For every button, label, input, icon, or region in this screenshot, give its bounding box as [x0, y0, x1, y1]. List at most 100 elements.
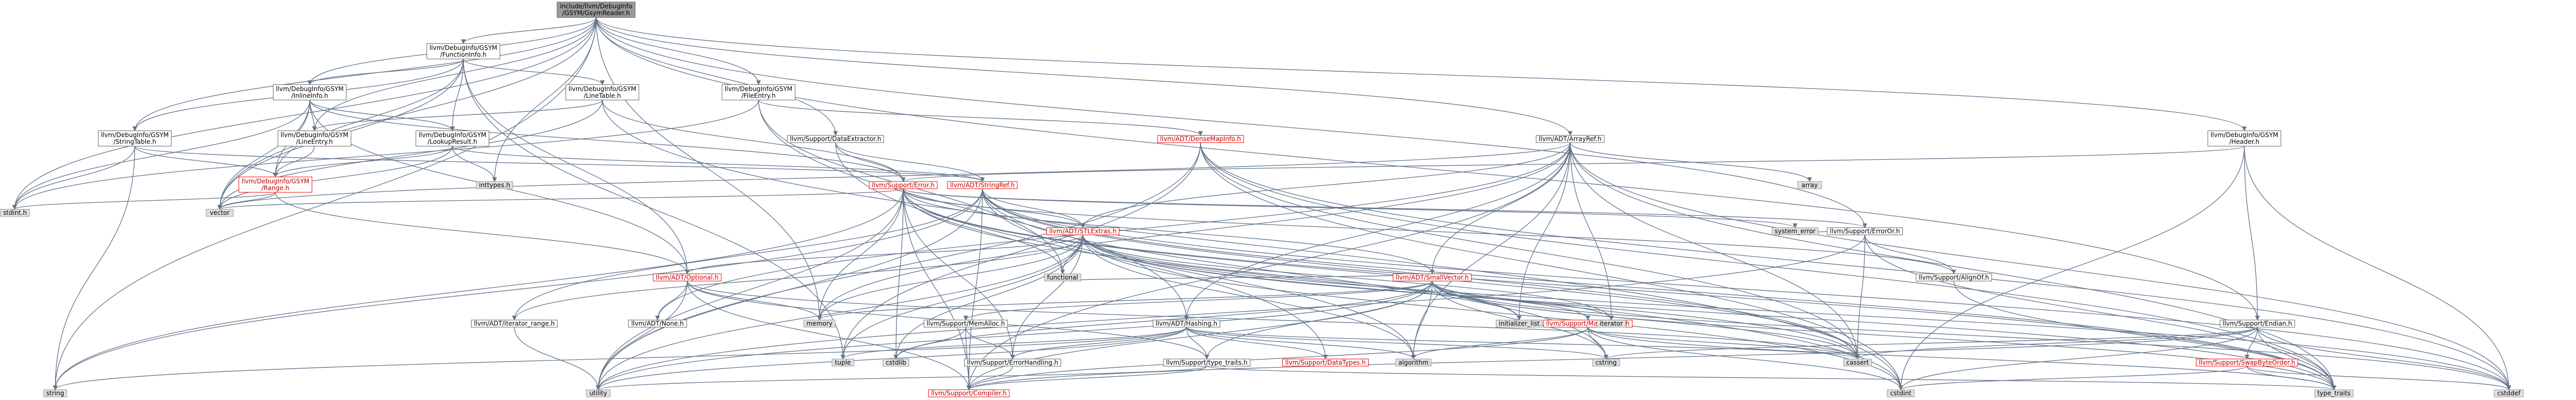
edge-smallvector-to-algorithm — [1411, 281, 1433, 360]
node-label: /LineTable.h — [584, 92, 621, 99]
node-datatypes[interactable]: llvm/Support/DataTypes.h — [1282, 358, 1369, 367]
node-label: memory — [806, 320, 832, 327]
node-label: llvm/Support/Endian.h — [2223, 320, 2292, 327]
node-densemapinfo[interactable]: llvm/ADT/DenseMapInfo.h — [1157, 135, 1244, 143]
node-box — [1496, 319, 1543, 328]
node-label: llvm/DebugInfo/GSYM — [2211, 132, 2278, 139]
edge-error-to-cassert — [903, 188, 1860, 360]
node-range[interactable]: llvm/DebugInfo/GSYM/Range.h — [238, 176, 312, 193]
node-label: llvm/Support/DataExtractor.h — [790, 135, 881, 143]
node-label: llvm/Support/ErrorOr.h — [1830, 228, 1900, 235]
node-box — [557, 2, 636, 18]
edge-stlextras-to-utility — [596, 235, 1083, 391]
edge-swapbyteorder-to-cstddef — [2246, 366, 2511, 391]
edge-arrayref-to-array — [1570, 142, 1812, 182]
node-box — [1915, 273, 1992, 281]
edge-root-to-vector — [217, 17, 597, 210]
node-hashing[interactable]: llvm/ADT/Hashing.h — [1153, 319, 1220, 328]
node-box — [0, 209, 30, 217]
node-label: llvm/DebugInfo/GSYM — [430, 44, 497, 51]
edge-erroror-to-utility — [596, 235, 1865, 391]
edge-densemapinfo-to-cstddef — [1200, 143, 2511, 391]
edge-error-to-type_traits — [903, 188, 2337, 391]
node-alignof[interactable]: llvm/Support/AlignOf.h — [1915, 273, 1992, 281]
node-iterator_range[interactable]: llvm/ADT/iterator_range.h — [471, 319, 558, 328]
edge-root-to-header — [596, 17, 2247, 132]
node-vector: vector — [206, 209, 234, 217]
edge-optional-to-cassert — [687, 281, 1860, 360]
node-inlineinfo[interactable]: llvm/DebugInfo/GSYM/InlineInfo.h — [273, 84, 347, 100]
node-arrayref[interactable]: llvm/ADT/ArrayRef.h — [1536, 135, 1605, 143]
edge-error-to-string — [53, 188, 904, 391]
node-stringtable[interactable]: llvm/DebugInfo/GSYM/StringTable.h — [98, 130, 172, 147]
node-errorhandling[interactable]: llvm/Support/ErrorHandling.h — [964, 358, 1062, 367]
node-label: cstring — [1595, 359, 1617, 366]
node-label: cstdlib — [886, 359, 906, 366]
node-endian[interactable]: llvm/Support/Endian.h — [2219, 319, 2295, 328]
edge-arrayref-to-type_traits — [1570, 143, 2337, 391]
node-erroror[interactable]: llvm/Support/ErrorOr.h — [1827, 227, 1903, 236]
node-label: iterator — [1600, 320, 1623, 327]
node-box — [1046, 227, 1120, 236]
edge-stringref-to-algorithm — [982, 188, 1416, 360]
edge-functioninfo-to-optional — [463, 59, 690, 275]
edge-fileentry-to-densemapinfo — [758, 99, 1203, 136]
node-label: type_traits — [2317, 390, 2351, 397]
node-functioninfo[interactable]: llvm/DebugInfo/GSYM/FunctionInfo.h — [426, 43, 500, 59]
edge-fileentry-to-hashing — [758, 100, 1189, 321]
node-typetraits[interactable]: llvm/Support/type_traits.h — [1163, 358, 1251, 367]
edge-arrayref-to-vector — [217, 142, 1571, 210]
edge-endian-to-compiler — [966, 327, 2258, 391]
node-label: /LookupResult.h — [427, 138, 477, 146]
edge-header-to-cstddef — [2244, 146, 2511, 391]
edge-stlextras-to-algorithm — [1082, 235, 1416, 360]
node-fileentry[interactable]: llvm/DebugInfo/GSYM/FileEntry.h — [722, 84, 795, 100]
edge-linetable-to-cstdint — [602, 100, 1903, 391]
node-dataextractor[interactable]: llvm/Support/DataExtractor.h — [787, 135, 885, 143]
edge-root-to-memory — [596, 17, 822, 321]
edge-swapbyteorder-to-cstdint — [1898, 366, 2247, 391]
node-box — [831, 358, 854, 367]
edge-endian-to-cassert — [1855, 327, 2258, 360]
node-label: /StringTable.h — [113, 138, 156, 146]
edge-optional-to-memory — [687, 281, 822, 321]
node-algorithm: algorithm — [1395, 358, 1432, 367]
node-label: cassert — [1846, 359, 1869, 366]
edge-densemapinfo-to-cstdint — [1200, 143, 1903, 391]
edge-arrayref-to-stlextras — [1080, 143, 1571, 228]
node-lookupresult[interactable]: llvm/DebugInfo/GSYM/LookupResult.h — [415, 130, 489, 147]
edge-lineentry-to-range — [273, 146, 315, 178]
node-box — [471, 319, 558, 328]
edge-error-to-smallvector — [903, 188, 1435, 275]
node-box — [1163, 358, 1251, 367]
node-stringref[interactable]: llvm/ADT/StringRef.h — [947, 181, 1018, 189]
edge-error-to-functional — [903, 188, 1065, 275]
node-box — [1772, 227, 1819, 236]
node-error[interactable]: llvm/Support/Error.h — [869, 181, 938, 189]
edge-stringref-to-iterator_range — [512, 188, 983, 321]
node-stlextras[interactable]: llvm/ADT/STLExtras.h — [1046, 227, 1120, 236]
node-memalloc[interactable]: llvm/Support/MemAlloc.h — [924, 319, 1008, 328]
node-box — [628, 319, 687, 328]
edge-root-to-fileentry — [596, 17, 761, 85]
node-smallvector[interactable]: llvm/ADT/SmallVector.h — [1393, 273, 1472, 281]
node-linetable[interactable]: llvm/DebugInfo/GSYM/LineTable.h — [565, 84, 639, 100]
edge-erroror-to-cassert — [1855, 235, 1865, 360]
node-compiler[interactable]: llvm/Support/Compiler.h — [928, 389, 1010, 397]
node-header[interactable]: llvm/DebugInfo/GSYM/Header.h — [2207, 130, 2281, 147]
edge-error-to-errorhandling — [903, 188, 1015, 360]
edge-smallvector-to-memory — [817, 280, 1433, 321]
node-functional: functional — [1044, 273, 1081, 281]
node-lineentry[interactable]: llvm/DebugInfo/GSYM/LineEntry.h — [277, 130, 351, 147]
edge-lookupresult-to-inttypes — [452, 146, 497, 182]
edge-root-to-functioninfo — [461, 17, 597, 44]
node-optional[interactable]: llvm/ADT/Optional.h — [653, 273, 722, 281]
node-none[interactable]: llvm/ADT/None.h — [628, 319, 687, 328]
node-label: cstdint — [1890, 390, 1912, 397]
edge-optional-to-compiler — [687, 281, 971, 391]
node-swapbyteorder[interactable]: llvm/Support/SwapByteOrder.h — [2195, 358, 2299, 367]
edge-optional-to-none — [655, 281, 688, 321]
edge-stlextras-to-iterator — [1082, 235, 1614, 321]
edge-mathextras-to-algorithm — [1411, 327, 1588, 360]
edge-header-to-endian — [2244, 146, 2260, 321]
